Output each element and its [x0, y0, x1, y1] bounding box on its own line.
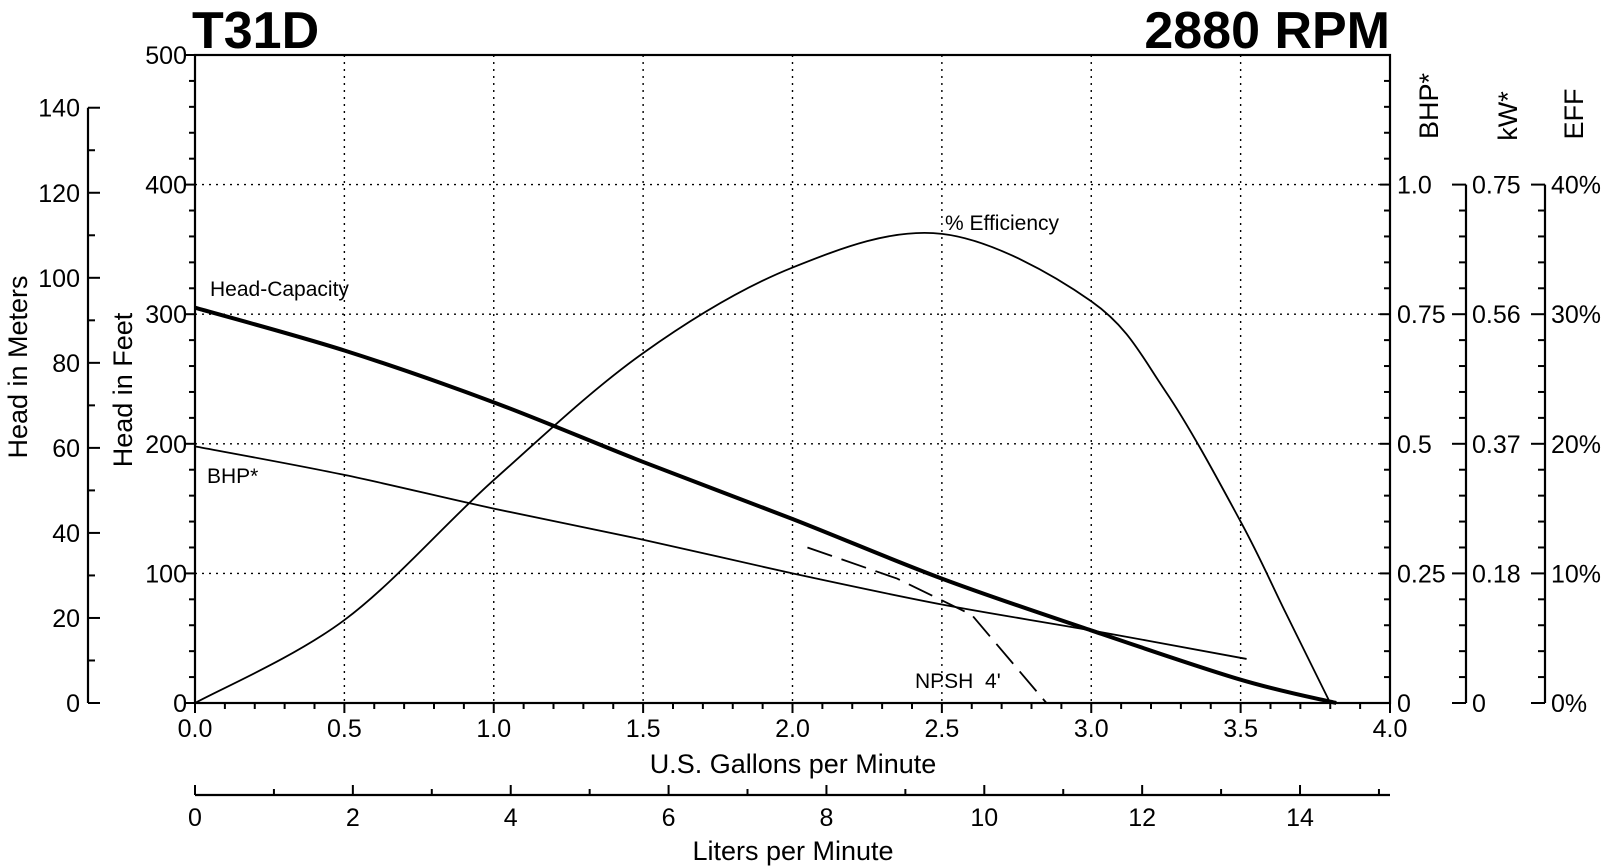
axis-ticks: 0.0 0.5 1.0 1.5 2.0 2.5 3.0 3.5 4.00100200300400…: [38, 42, 1601, 832]
meters-tick-label: 60: [52, 435, 80, 463]
feet-tick-label: 300: [145, 301, 187, 329]
meters-tick-label: 40: [52, 520, 80, 548]
grid-lines: [195, 55, 1390, 703]
series-line-npsh-4: [807, 546, 1048, 704]
series-line-head-capacity: [194, 305, 1337, 705]
x-tick-label: 0.0: [178, 715, 213, 743]
lpm-tick-label: 6: [662, 804, 676, 832]
eff-tick-label: 40%: [1551, 172, 1601, 200]
lpm-tick-label: 4: [504, 804, 518, 832]
eff-tick-label: 30%: [1551, 301, 1601, 329]
lpm-tick-label: 12: [1128, 804, 1156, 832]
x-tick-label: 2.5: [924, 715, 959, 743]
lpm-tick-label: 10: [970, 804, 998, 832]
x-tick-label: 3.0: [1074, 715, 1109, 743]
eff-axis-label: EFF: [1559, 89, 1589, 140]
lpm-tick-label: 0: [188, 804, 202, 832]
kw-axis-label: kW*: [1493, 91, 1523, 141]
y-axis-label-meters: Head in Meters: [3, 275, 33, 458]
kw-tick-label: 0.18: [1472, 560, 1521, 588]
x-tick-label: 2.0: [775, 715, 810, 743]
annotation-head-capacity: Head-Capacity: [210, 278, 349, 301]
x-tick-label: 1.5: [626, 715, 661, 743]
feet-tick-label: 500: [145, 42, 187, 70]
meters-tick-label: 120: [38, 180, 80, 208]
series-layer: [194, 232, 1337, 705]
x-tick-label: 0.5: [327, 715, 362, 743]
y-axis-label-feet: Head in Feet: [108, 312, 138, 467]
x-axis-label: U.S. Gallons per Minute: [650, 749, 937, 779]
eff-tick-label: 10%: [1551, 560, 1601, 588]
meters-tick-label: 20: [52, 605, 80, 633]
kw-tick-label: 0.37: [1472, 431, 1521, 459]
eff-tick-label: 0%: [1551, 690, 1587, 718]
x-secondary-axis-label: Liters per Minute: [692, 836, 893, 866]
lpm-tick-label: 8: [819, 804, 833, 832]
kw-tick-label: 0.56: [1472, 301, 1521, 329]
x-tick-label: 4.0: [1373, 715, 1408, 743]
annotation-efficiency: % Efficiency: [945, 212, 1059, 235]
bhp-tick-label: 0.25: [1397, 560, 1446, 588]
x-tick-label: 3.5: [1223, 715, 1258, 743]
meters-tick-label: 80: [52, 350, 80, 378]
feet-tick-label: 200: [145, 431, 187, 459]
bhp-tick-label: 0.75: [1397, 301, 1446, 329]
meters-tick-label: 140: [38, 95, 80, 123]
series-line-efficiency: [194, 232, 1332, 704]
annotation-npsh: NPSH 4': [915, 670, 1001, 693]
kw-tick-label: 0.75: [1472, 172, 1521, 200]
bhp-tick-label: 0: [1397, 690, 1411, 718]
feet-tick-label: 400: [145, 172, 187, 200]
x-tick-label: 1.0: [476, 715, 511, 743]
bhp-tick-label: 0.5: [1397, 431, 1432, 459]
lpm-tick-label: 2: [346, 804, 360, 832]
feet-tick-label: 0: [173, 690, 187, 718]
chart-title-rpm: 2880 RPM: [1144, 2, 1390, 60]
meters-tick-label: 100: [38, 265, 80, 293]
annotation-bhp: BHP*: [207, 465, 258, 488]
bhp-tick-label: 1.0: [1397, 172, 1432, 200]
chart-title-model: T31D: [192, 2, 319, 60]
meters-tick-label: 0: [66, 690, 80, 718]
kw-tick-label: 0: [1472, 690, 1486, 718]
lpm-tick-label: 14: [1286, 804, 1314, 832]
bhp-axis-label: BHP*: [1414, 72, 1444, 139]
series-line-bhp: [194, 445, 1247, 660]
eff-tick-label: 20%: [1551, 431, 1601, 459]
feet-tick-label: 100: [145, 560, 187, 588]
